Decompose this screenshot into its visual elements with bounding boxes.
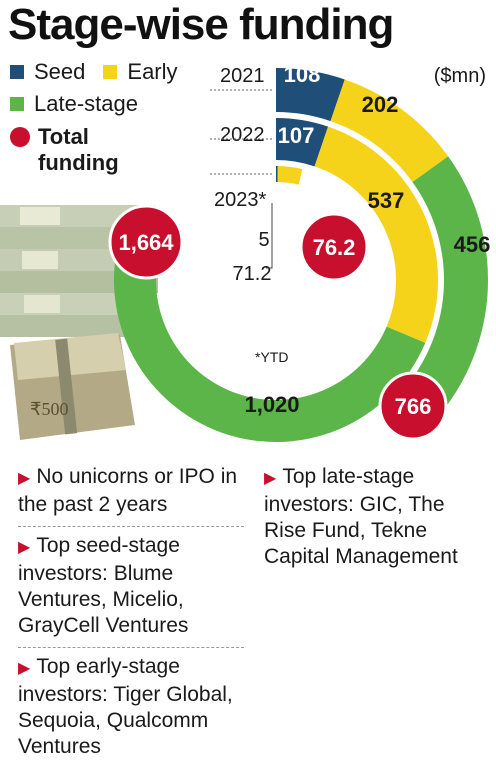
- value-label-late: 1,020: [244, 392, 299, 417]
- year-label: 2022: [220, 124, 265, 146]
- note-text: No unicorns or IPO in the past 2 years: [18, 465, 238, 516]
- note-text: Top seed-stage investors: Blume Ventures…: [18, 534, 189, 637]
- arc-2023-seed: [276, 166, 278, 183]
- unit-label: ($mn): [434, 65, 486, 87]
- notes-section: ▶ No unicorns or IPO in the past 2 years …: [0, 458, 496, 758]
- total-funding-label: 76.2: [313, 235, 356, 260]
- year-label: 2023*: [214, 189, 266, 211]
- legend-total: Total funding: [38, 124, 119, 175]
- value-label-early: 71.2: [233, 263, 272, 285]
- arc-2021-early: [330, 79, 449, 183]
- donut-chart: 2021 2022 2023* 108 107 5 202 537 71.2 456 1,020 76…: [108, 62, 491, 442]
- total-funding-label: 1,664: [118, 230, 174, 255]
- early-swatch: [103, 65, 118, 79]
- legend-row-2: Late-stage: [10, 88, 178, 120]
- value-label-seed: 5: [258, 229, 269, 251]
- total-funding-circle: [378, 371, 448, 441]
- year-label: 2021: [220, 65, 265, 87]
- arc-2021-seed: [276, 68, 345, 122]
- arc-2021-late: [396, 156, 488, 428]
- arc-2022-seed: [276, 118, 329, 167]
- value-label-early: 202: [362, 92, 399, 117]
- arc-2022-early: [314, 126, 438, 343]
- note-arrow-icon: ▶: [264, 470, 277, 487]
- total-funding-circle: [108, 204, 184, 280]
- legend-late: Late-stage: [34, 91, 138, 116]
- note-arrow-icon: ▶: [18, 660, 31, 677]
- value-label-seed: 108: [284, 62, 321, 87]
- note-text: Top early-stage investors: Tiger Global,…: [18, 655, 233, 758]
- value-label-seed: 107: [278, 123, 315, 148]
- value-label-early: 537: [368, 188, 405, 213]
- banknote-bundle-front: ₹500: [10, 333, 135, 440]
- seed-swatch: [10, 65, 24, 79]
- banknote-denomination: ₹500: [30, 399, 68, 419]
- late-swatch: [10, 97, 24, 111]
- note-no-unicorns: ▶ No unicorns or IPO in the past 2 years: [18, 458, 244, 526]
- ytd-leader-line: [266, 203, 273, 269]
- note-arrow-icon: ▶: [18, 539, 31, 556]
- note-seed-investors: ▶ Top seed-stage investors: Blume Venture…: [18, 526, 244, 647]
- legend: Seed Early Late-stage Total funding: [10, 56, 178, 176]
- legend-early: Early: [127, 59, 178, 84]
- arc-2022-late: [114, 220, 426, 442]
- notes-left-column: ▶ No unicorns or IPO in the past 2 years …: [18, 458, 244, 768]
- note-early-investors: ▶ Top early-stage investors: Tiger Global…: [18, 647, 244, 768]
- ytd-note: *YTD: [255, 349, 288, 365]
- legend-row-3: Total funding: [10, 124, 178, 176]
- notes-right-column: ▶ Top late-stage investors: GIC, The Rise…: [264, 458, 486, 578]
- note-text: Top late-stage investors: GIC, The Rise …: [264, 465, 458, 568]
- note-late-investors: ▶ Top late-stage investors: GIC, The Rise…: [264, 458, 486, 578]
- arc-2023-early: [277, 166, 303, 185]
- value-label-late: 456: [454, 232, 491, 257]
- note-arrow-icon: ▶: [18, 470, 31, 487]
- total-funding-circle: [299, 212, 369, 282]
- total-funding-label: 766: [395, 394, 432, 419]
- chart-title: Stage-wise funding: [8, 0, 394, 49]
- total-swatch: [10, 127, 30, 147]
- legend-seed: Seed: [34, 59, 86, 84]
- legend-row-1: Seed Early: [10, 56, 178, 88]
